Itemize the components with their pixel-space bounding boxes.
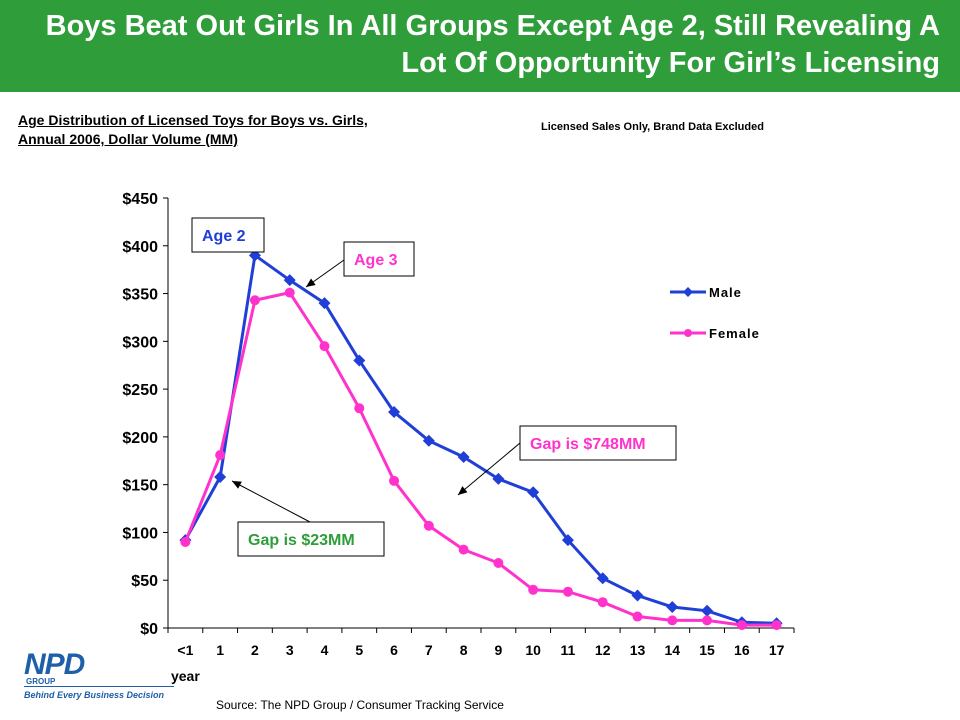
x-tick-label: 14 — [664, 642, 680, 658]
male-point — [457, 450, 470, 463]
male-point — [561, 534, 574, 547]
callout-gap1-label: Gap is $23MM — [248, 532, 355, 549]
y-tick-label: $200 — [122, 430, 158, 447]
callout-age3-box — [343, 241, 415, 277]
subtitle-line-1: Age Distribution of Licensed Toys for Bo… — [18, 112, 368, 128]
x-tick-label: 10 — [525, 642, 541, 658]
male-point — [283, 274, 296, 287]
source-note: Source: The NPD Group / Consumer Trackin… — [216, 698, 504, 712]
logo-divider — [24, 686, 174, 687]
x-tick-label: 15 — [699, 642, 715, 658]
x-tick-label: 11 — [561, 642, 576, 658]
callout-gap1-arrow-line — [231, 480, 311, 523]
female-point — [354, 403, 365, 414]
callout-gap2-arrow-head — [458, 486, 468, 495]
female-point — [562, 586, 573, 597]
y-tick-label: $250 — [122, 382, 158, 399]
male-point — [318, 297, 331, 310]
male-point — [422, 434, 435, 447]
logo-group-label: GROUP — [26, 677, 56, 686]
callout-age2-label: Age 2 — [202, 228, 246, 245]
female-point — [458, 544, 469, 555]
x-axis-label: year — [171, 668, 200, 684]
x-tick-label: 3 — [286, 642, 294, 658]
male-point — [353, 354, 366, 367]
female-point — [667, 615, 678, 626]
legend-marker-male — [683, 287, 693, 297]
legend-label: Male — [709, 285, 742, 300]
female-point — [215, 450, 226, 461]
male-point — [214, 471, 227, 484]
x-tick-label: 9 — [494, 642, 502, 658]
male-point — [527, 486, 540, 499]
male-point — [701, 604, 714, 617]
x-tick-label: 8 — [460, 642, 468, 658]
male-point — [631, 589, 644, 602]
x-tick-label: 7 — [425, 642, 433, 658]
male-point — [666, 600, 679, 613]
x-tick-label: 6 — [390, 642, 398, 658]
chart-subtitle: Age Distribution of Licensed Toys for Bo… — [18, 111, 368, 149]
x-tick-label: <1 — [177, 642, 193, 658]
female-point — [528, 584, 539, 595]
y-tick-label: $350 — [122, 287, 158, 304]
x-tick-label: 17 — [769, 642, 785, 658]
female-point — [284, 287, 295, 298]
female-point — [702, 615, 713, 626]
x-tick-label: 12 — [595, 642, 611, 658]
female-point — [771, 620, 782, 631]
female-point — [736, 620, 747, 631]
x-tick-label: 5 — [355, 642, 363, 658]
y-tick-label: $50 — [131, 573, 158, 590]
male-point — [492, 472, 505, 485]
female-point — [632, 611, 643, 622]
male-point — [596, 572, 609, 585]
female-point — [597, 597, 608, 608]
y-tick-label: $400 — [122, 239, 158, 256]
legend-label: Female — [709, 326, 760, 341]
female-point — [389, 475, 400, 486]
y-tick-label: $100 — [122, 525, 158, 542]
series-line-female — [183, 290, 777, 627]
series-line-male — [184, 252, 777, 625]
data-note: Licensed Sales Only, Brand Data Excluded — [541, 121, 764, 133]
logo-tagline: Behind Every Business Decision — [24, 690, 165, 700]
male-point — [388, 406, 401, 419]
logo-wordmark: NPD — [24, 648, 85, 681]
x-tick-label: 4 — [321, 642, 329, 658]
female-point — [180, 537, 191, 547]
legend-marker-female — [684, 329, 692, 337]
y-tick-label: $450 — [122, 191, 158, 208]
y-tick-label: $0 — [140, 621, 158, 638]
x-tick-label: 13 — [630, 642, 646, 658]
y-tick-label: $300 — [122, 334, 158, 351]
female-point — [423, 520, 434, 531]
callout-gap1-arrow-head — [232, 481, 242, 489]
callout-age3-arrow-head — [306, 278, 316, 287]
female-point — [493, 558, 504, 569]
subtitle-line-2: Annual 2006, Dollar Volume (MM) — [18, 131, 238, 147]
callout-gap1-box — [237, 521, 385, 557]
female-point — [319, 341, 330, 352]
callout-gap2-arrow-line — [457, 442, 521, 496]
x-tick-label: 1 — [216, 642, 224, 658]
callout-age2-box — [191, 217, 265, 253]
title-banner: Boys Beat Out Girls In All Groups Except… — [0, 0, 960, 92]
callout-gap2-box — [519, 425, 677, 461]
x-tick-label: 2 — [251, 642, 259, 658]
x-tick-label: 16 — [734, 642, 750, 658]
female-point — [249, 295, 260, 306]
callout-gap2-label: Gap is $748MM — [530, 436, 646, 453]
page-title: Boys Beat Out Girls In All Groups Except… — [45, 10, 940, 79]
callout-age3-label: Age 3 — [354, 252, 398, 269]
npd-logo: NPD GROUP Behind Every Business Decision — [20, 648, 180, 710]
y-tick-label: $150 — [122, 478, 158, 495]
